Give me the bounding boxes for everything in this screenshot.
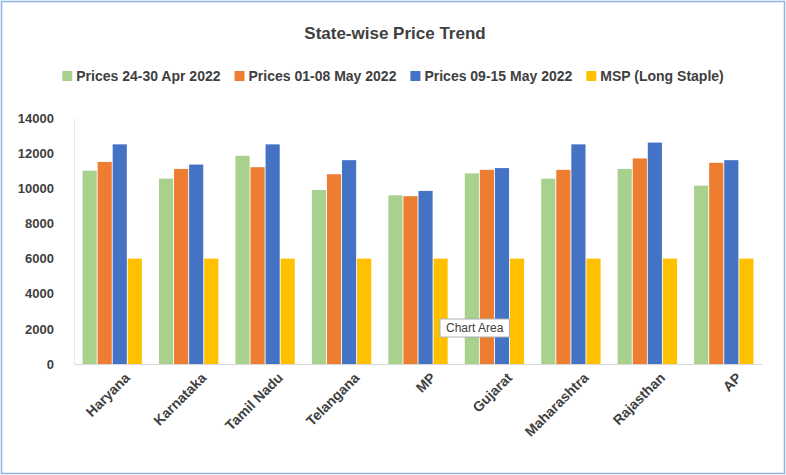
x-tick: Rajasthan: [609, 364, 668, 428]
legend-item: Prices 24-30 Apr 2022: [62, 68, 220, 84]
bar: [98, 162, 112, 364]
bar: [618, 169, 632, 364]
y-tick-label: 2000: [25, 322, 54, 337]
annotation-text: Chart Area: [446, 321, 504, 335]
bar: [724, 160, 738, 364]
legend-item: Prices 01-08 May 2022: [235, 68, 397, 84]
legend-label: MSP (Long Staple): [600, 68, 723, 84]
bar: [709, 163, 723, 364]
legend-label: Prices 01-08 May 2022: [249, 68, 397, 84]
x-axis-line: [75, 364, 763, 365]
legend-item: Prices 09-15 May 2022: [410, 68, 572, 84]
legend-label: Prices 09-15 May 2022: [424, 68, 572, 84]
y-tick-label: 0: [47, 357, 54, 372]
bar: [312, 190, 326, 364]
chart: State-wise Price Trend Prices 24-30 Apr 2…: [0, 0, 786, 475]
x-tick: Telangana: [303, 364, 363, 429]
x-tick: Karnataka: [150, 364, 209, 429]
x-tick-label: MP: [413, 369, 439, 395]
x-tick-label: Haryana: [83, 369, 134, 420]
bar: [633, 158, 647, 364]
legend-swatch: [235, 71, 245, 81]
bar: [556, 170, 570, 364]
bar: [251, 167, 265, 364]
bar: [189, 165, 203, 364]
bar: [174, 169, 188, 364]
x-axis: Haryana KarnatakaTamil Nadu Telangana MP Guj…: [75, 364, 763, 440]
y-tick: 14000: [18, 111, 74, 126]
chart-frame: [2, 2, 785, 474]
y-tick: 0: [47, 357, 74, 372]
x-tick: AP: [719, 364, 744, 395]
y-tick-label: 10000: [18, 181, 54, 196]
bar: [128, 259, 142, 364]
legend-swatch: [410, 71, 420, 81]
y-tick-label: 12000: [18, 146, 54, 161]
legend: Prices 24-30 Apr 2022 Prices 01-08 May 20…: [62, 68, 723, 84]
y-tick: 10000: [18, 181, 74, 196]
y-tick: 6000: [25, 251, 74, 266]
bar: [342, 160, 356, 364]
bar: [281, 259, 295, 364]
x-tick: Haryana: [83, 364, 134, 420]
bar: [327, 174, 341, 364]
bar: [83, 171, 97, 364]
x-tick-label: Rajasthan: [609, 369, 668, 428]
y-tick-label: 14000: [18, 111, 54, 126]
bar: [159, 179, 173, 364]
bar: [388, 195, 402, 364]
series: [113, 143, 739, 364]
bar: [648, 143, 662, 364]
y-tick: 2000: [25, 322, 74, 337]
x-tick-label: AP: [719, 369, 744, 394]
bar: [739, 259, 753, 364]
bars: [83, 143, 754, 364]
y-tick: 4000: [25, 286, 74, 301]
y-tick-label: 4000: [25, 286, 54, 301]
bar: [266, 144, 280, 364]
bar: [586, 259, 600, 364]
annotation-box: [440, 319, 509, 337]
bar: [113, 144, 127, 364]
x-tick-label: Gujarat: [469, 369, 515, 415]
series: [98, 158, 724, 364]
bar: [403, 196, 417, 364]
bar: [510, 259, 524, 364]
x-tick: Tamil Nadu: [222, 364, 286, 433]
y-tick-label: 8000: [25, 216, 54, 231]
x-tick: Gujarat: [469, 364, 515, 415]
legend-item: MSP (Long Staple): [586, 68, 723, 84]
bar: [357, 259, 371, 364]
y-axis-line: [74, 119, 75, 365]
x-tick-label: Karnataka: [150, 369, 209, 428]
series: [128, 259, 754, 364]
x-tick: Maharashtra: [521, 364, 591, 440]
series: [83, 156, 709, 364]
bar: [235, 156, 249, 364]
legend-swatch: [586, 71, 596, 81]
bar: [694, 186, 708, 364]
x-tick-label: Telangana: [303, 369, 363, 429]
bar: [418, 191, 432, 364]
legend-label: Prices 24-30 Apr 2022: [76, 68, 220, 84]
x-tick-label: Maharashtra: [521, 369, 591, 439]
y-tick: 12000: [18, 146, 74, 161]
y-tick: 8000: [25, 216, 74, 231]
bar: [204, 259, 218, 364]
legend-swatch: [62, 71, 72, 81]
bar: [541, 179, 555, 364]
bar: [663, 259, 677, 364]
bar: [571, 144, 585, 364]
x-tick-label: Tamil Nadu: [222, 369, 286, 433]
annotation: Chart Area: [440, 319, 509, 337]
title: State-wise Price Trend: [304, 24, 485, 43]
y-axis: 0 2000 4000 6000 8000 10000 12000 14000: [18, 111, 75, 372]
x-tick: MP: [413, 364, 439, 396]
bar: [434, 259, 448, 364]
y-tick-label: 6000: [25, 251, 54, 266]
